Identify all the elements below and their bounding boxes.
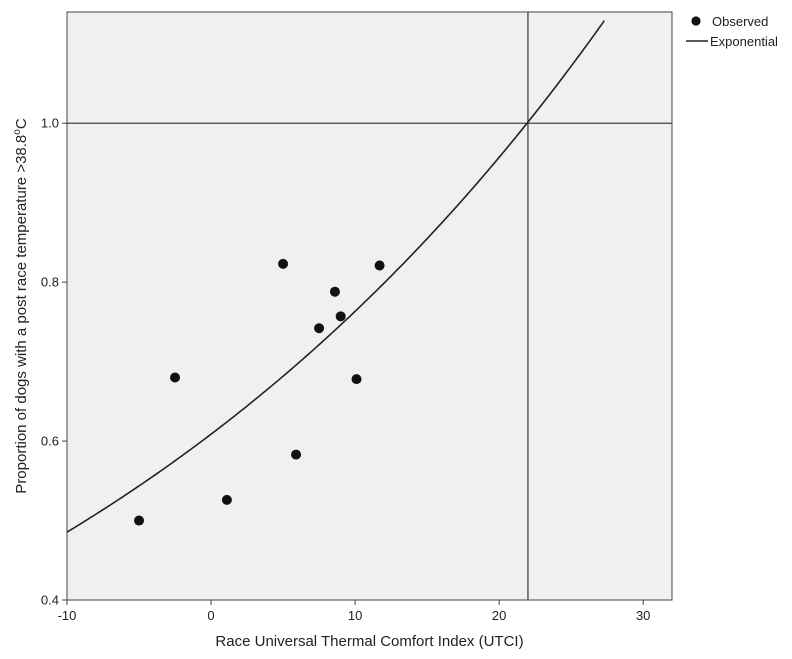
y-axis-label: Proportion of dogs with a post race temp… xyxy=(12,118,30,494)
data-point xyxy=(278,258,289,269)
y-axis-label-unit: C xyxy=(13,118,30,129)
data-point xyxy=(351,374,362,385)
y-axis-label-main: Proportion of dogs with a post race temp… xyxy=(13,135,30,494)
legend-observed-marker xyxy=(691,16,701,26)
legend: Observed Exponential xyxy=(686,14,778,49)
y-axis-label-superscript: o xyxy=(12,129,23,135)
legend-observed-label: Observed xyxy=(712,14,768,29)
data-point xyxy=(314,323,325,334)
legend-exponential-label: Exponential xyxy=(710,34,778,49)
exponential-fit-line xyxy=(66,20,605,533)
x-tick-label: 0 xyxy=(207,608,214,623)
x-tick-label: 10 xyxy=(348,608,362,623)
data-point xyxy=(170,372,181,383)
data-point xyxy=(329,286,340,297)
x-tick-label: 20 xyxy=(492,608,506,623)
data-point xyxy=(335,311,346,322)
data-point xyxy=(291,449,302,460)
x-tick-label: 30 xyxy=(636,608,650,623)
y-tick-label: 1.0 xyxy=(41,116,59,131)
y-tick-label: 0.4 xyxy=(41,593,59,608)
data-point xyxy=(221,494,232,505)
data-point xyxy=(374,260,385,271)
y-tick-label: 0.8 xyxy=(41,275,59,290)
y-tick-label: 0.6 xyxy=(41,434,59,449)
x-tick-label: -10 xyxy=(58,608,77,623)
plot-area xyxy=(66,11,673,601)
data-point xyxy=(134,515,145,526)
x-axis-label: Race Universal Thermal Comfort Index (UT… xyxy=(215,633,523,650)
